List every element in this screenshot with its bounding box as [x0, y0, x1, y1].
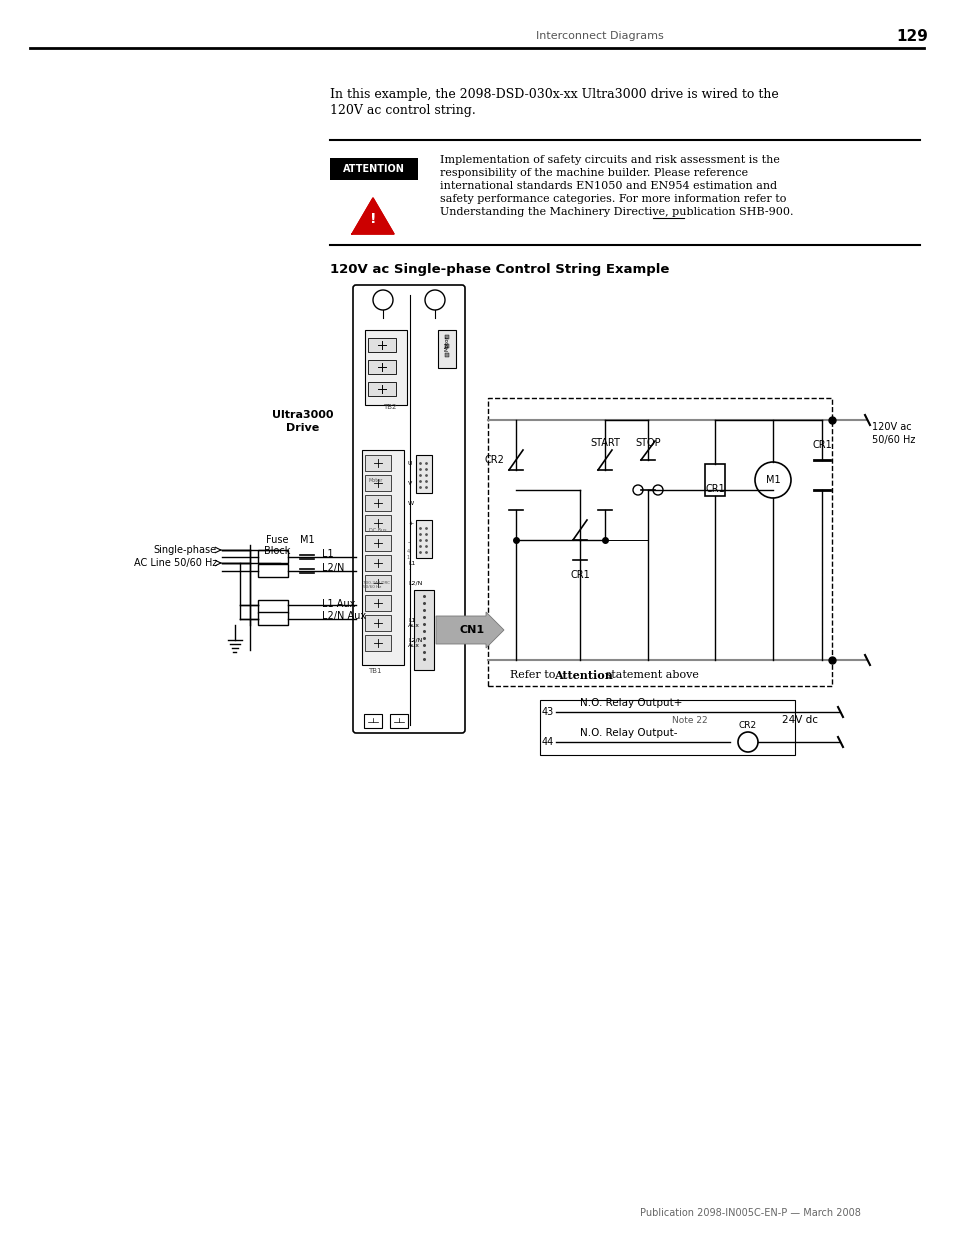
Bar: [414, 590, 434, 671]
Bar: [368, 382, 395, 396]
Bar: [365, 535, 391, 551]
Text: 120V ac Single-phase Control String Example: 120V ac Single-phase Control String Exam…: [330, 263, 669, 275]
Bar: [488, 398, 831, 685]
Text: L2/N: L2/N: [408, 580, 422, 585]
Text: L1: L1: [322, 550, 334, 559]
Text: international standards EN1050 and EN954 estimation and: international standards EN1050 and EN954…: [439, 182, 777, 191]
Bar: [365, 615, 391, 631]
Text: 120V ac: 120V ac: [871, 422, 911, 432]
Text: 50/60 Hz: 50/60 Hz: [871, 435, 915, 445]
Bar: [257, 613, 288, 625]
Bar: [365, 555, 391, 571]
Bar: [365, 576, 391, 592]
Text: L1: L1: [408, 561, 415, 566]
Text: 44: 44: [541, 737, 554, 747]
Text: 120V ac control string.: 120V ac control string.: [330, 104, 476, 117]
Text: Motor: Motor: [444, 335, 449, 351]
Text: Implementation of safety circuits and risk assessment is the: Implementation of safety circuits and ri…: [439, 156, 779, 165]
Text: W: W: [408, 500, 414, 505]
Text: Ultra3000: Ultra3000: [272, 410, 334, 420]
Text: 4
1
.
.: 4 1 . .: [406, 548, 410, 572]
Text: Attention: Attention: [554, 669, 612, 680]
FancyBboxPatch shape: [353, 285, 464, 734]
Text: START: START: [590, 438, 619, 448]
Text: L1
Aux: L1 Aux: [408, 618, 419, 629]
FancyArrow shape: [436, 613, 503, 648]
Text: L2/N: L2/N: [322, 563, 344, 573]
Bar: [365, 635, 391, 651]
Text: Refer to: Refer to: [510, 671, 558, 680]
Text: TB2: TB2: [383, 404, 396, 410]
Text: Understanding the Machinery Directive, publication SHB-900.: Understanding the Machinery Directive, p…: [439, 207, 793, 217]
Bar: [257, 550, 288, 563]
Bar: [416, 454, 432, 493]
Text: U: U: [408, 461, 412, 466]
Text: M1: M1: [299, 535, 314, 545]
Bar: [330, 158, 417, 180]
Text: ATTENTION: ATTENTION: [343, 164, 404, 174]
Text: CR1: CR1: [811, 440, 831, 450]
Bar: [539, 700, 794, 755]
Text: 700-240 DRC
50/60 Hz: 700-240 DRC 50/60 Hz: [363, 580, 390, 589]
Bar: [368, 359, 395, 374]
Bar: [365, 495, 391, 511]
Text: safety performance categories. For more information refer to: safety performance categories. For more …: [439, 194, 785, 204]
Bar: [437, 330, 456, 368]
Text: CR2: CR2: [739, 721, 757, 730]
Text: AC Line 50/60 Hz: AC Line 50/60 Hz: [133, 558, 216, 568]
Text: TB1: TB1: [368, 668, 381, 674]
Text: N.O. Relay Output-: N.O. Relay Output-: [579, 727, 677, 739]
Text: statement above: statement above: [601, 671, 699, 680]
Text: +: +: [408, 520, 413, 526]
Bar: [361, 450, 403, 664]
Text: V: V: [408, 480, 412, 485]
Bar: [365, 595, 391, 611]
Text: L2/N Aux: L2/N Aux: [322, 611, 366, 621]
Bar: [365, 515, 391, 531]
Text: Single-phase: Single-phase: [153, 545, 216, 555]
Text: Drive: Drive: [286, 424, 319, 433]
Text: L1 Aux: L1 Aux: [322, 599, 355, 609]
Text: In this example, the 2098-DSD-030x-xx Ultra3000 drive is wired to the: In this example, the 2098-DSD-030x-xx Ul…: [330, 88, 778, 101]
Bar: [365, 330, 407, 405]
Text: CR2: CR2: [483, 454, 503, 466]
Polygon shape: [352, 198, 394, 233]
Text: M1: M1: [765, 475, 780, 485]
Bar: [257, 600, 288, 613]
Text: responsibility of the machine builder. Please reference: responsibility of the machine builder. P…: [439, 168, 747, 178]
Text: STOP: STOP: [635, 438, 660, 448]
Bar: [704, 464, 724, 496]
Bar: [416, 520, 432, 558]
Text: DC Bus: DC Bus: [369, 527, 386, 532]
Text: Fuse: Fuse: [266, 535, 288, 545]
Text: 24V dc: 24V dc: [781, 715, 817, 725]
Text: 43: 43: [541, 706, 554, 718]
Bar: [257, 564, 288, 577]
Text: CR1: CR1: [704, 484, 724, 494]
Text: -: -: [408, 541, 410, 546]
Bar: [364, 714, 381, 727]
Text: L2/N
Aux: L2/N Aux: [408, 637, 422, 648]
Text: N.O. Relay Output+: N.O. Relay Output+: [579, 698, 681, 708]
Text: Interconnect Diagrams: Interconnect Diagrams: [536, 31, 663, 41]
Bar: [390, 714, 408, 727]
Bar: [365, 454, 391, 471]
Text: CN1: CN1: [459, 625, 484, 635]
Text: Block: Block: [264, 546, 290, 556]
Text: 129: 129: [895, 28, 927, 43]
Text: CR1: CR1: [570, 571, 589, 580]
Bar: [368, 338, 395, 352]
Text: Publication 2098-IN005C-EN-P — March 2008: Publication 2098-IN005C-EN-P — March 200…: [639, 1208, 860, 1218]
Text: !: !: [370, 212, 375, 226]
Bar: [365, 475, 391, 492]
Text: Motor: Motor: [369, 478, 383, 483]
Text: Note 22: Note 22: [672, 715, 707, 725]
